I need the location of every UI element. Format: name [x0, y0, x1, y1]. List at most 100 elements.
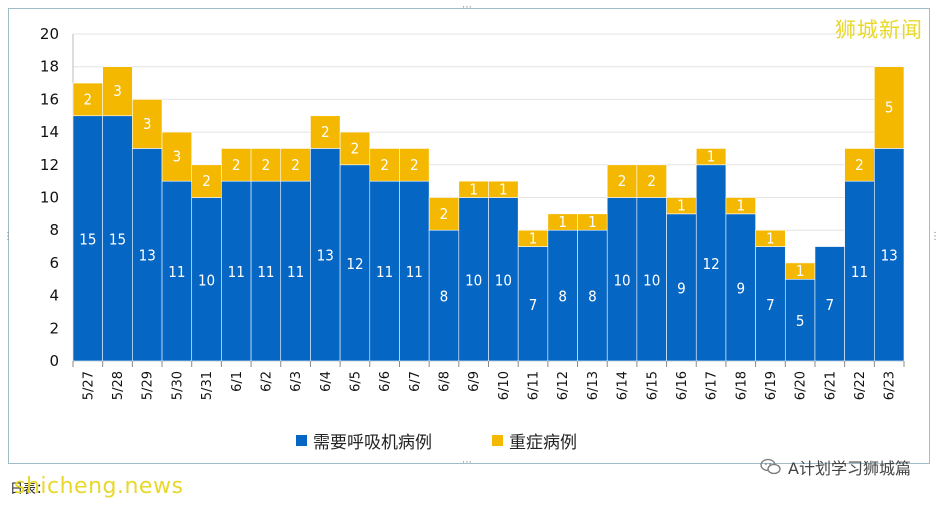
bar-severe [339, 131, 371, 166]
data-label-severe: 2 [351, 139, 360, 157]
bar-severe [755, 229, 786, 247]
x-tick-label: 6/23 [883, 371, 898, 400]
y-tick-label: 18 [40, 58, 59, 76]
data-label-ventilator: 8 [440, 288, 449, 306]
data-label-ventilator: 11 [406, 263, 423, 281]
data-label-ventilator: 9 [736, 279, 745, 297]
y-tick-label: 6 [49, 254, 59, 272]
data-label-severe: 2 [618, 172, 627, 190]
account-credit: A计划学习狮城篇 [760, 455, 911, 479]
site-watermark: shicheng.news [14, 474, 184, 499]
stacked-bar-chart: 024681012141618201525/271535/281335/2911… [40, 25, 905, 400]
data-label-ventilator: 13 [139, 247, 156, 265]
bar-ventilator [636, 197, 667, 362]
data-label-ventilator: 8 [558, 288, 567, 306]
x-tick-label: 6/15 [645, 371, 660, 400]
y-tick-label: 4 [49, 287, 59, 305]
resize-handle-top[interactable]: ⋯ [462, 2, 472, 13]
y-tick-label: 16 [40, 90, 59, 108]
bar-severe [132, 99, 163, 149]
data-label-ventilator: 10 [465, 271, 482, 289]
x-tick-label: 6/22 [853, 371, 868, 400]
y-tick-label: 8 [49, 221, 59, 239]
x-tick-label: 6/7 [408, 371, 423, 392]
y-tick-label: 2 [49, 319, 59, 337]
data-label-ventilator: 10 [613, 271, 630, 289]
data-label-severe: 2 [202, 172, 211, 190]
data-label-severe: 1 [558, 213, 567, 231]
bar-ventilator [606, 197, 638, 362]
data-label-severe: 1 [766, 229, 775, 247]
bar-ventilator [161, 180, 193, 362]
x-tick-label: 6/14 [616, 371, 631, 400]
bar-ventilator [369, 180, 400, 362]
data-label-severe: 3 [173, 148, 182, 166]
data-label-severe: 1 [588, 213, 597, 231]
data-label-severe: 1 [796, 262, 805, 280]
data-label-ventilator: 11 [228, 263, 245, 281]
data-label-ventilator: 8 [588, 288, 597, 306]
legend-label-ventilator: 需要呼吸机病例 [313, 433, 432, 453]
bar-severe [369, 148, 400, 182]
data-label-ventilator: 11 [376, 263, 393, 281]
resize-handle-right[interactable]: ⋮ [930, 231, 939, 242]
resize-handle-left[interactable]: ⋮ [3, 231, 13, 242]
bar-ventilator [577, 229, 608, 362]
x-tick-label: 6/5 [348, 371, 363, 392]
x-tick-label: 6/17 [705, 371, 720, 400]
bar-ventilator [488, 197, 519, 362]
bar-severe [488, 180, 519, 198]
x-tick-label: 6/16 [675, 371, 690, 400]
data-label-severe: 1 [677, 197, 686, 215]
data-label-ventilator: 11 [168, 263, 185, 281]
bar-ventilator [280, 180, 311, 362]
bar-ventilator [250, 180, 282, 362]
resize-handle-bottom[interactable]: ⋯ [462, 457, 472, 468]
x-tick-label: 6/8 [438, 371, 453, 392]
bar-ventilator [339, 164, 371, 362]
data-label-ventilator: 11 [851, 263, 868, 281]
data-label-severe: 1 [499, 180, 508, 198]
data-label-ventilator: 12 [346, 255, 363, 273]
x-tick-label: 5/27 [81, 371, 96, 400]
data-label-severe: 3 [113, 82, 122, 100]
data-label-severe: 2 [262, 156, 271, 174]
bar-severe [636, 164, 667, 198]
data-label-severe: 2 [380, 156, 389, 174]
data-label-ventilator: 10 [495, 271, 512, 289]
account-name: A计划学习狮城篇 [788, 459, 911, 478]
bar-ventilator [874, 148, 905, 362]
data-label-ventilator: 15 [109, 230, 126, 248]
data-label-ventilator: 10 [198, 271, 215, 289]
data-label-ventilator: 11 [287, 263, 304, 281]
data-label-ventilator: 7 [529, 296, 538, 314]
bar-ventilator [814, 246, 845, 362]
y-tick-label: 12 [40, 156, 59, 174]
bar-ventilator [310, 148, 341, 362]
x-tick-label: 5/31 [200, 371, 215, 400]
data-label-severe: 1 [707, 148, 716, 166]
legend: 需要呼吸机病例 重症病例 [296, 428, 577, 453]
x-tick-label: 6/11 [527, 371, 542, 400]
legend-swatch-severe [492, 435, 503, 446]
data-label-ventilator: 15 [79, 230, 96, 248]
data-label-severe: 2 [647, 172, 656, 190]
data-label-severe: 2 [84, 90, 93, 108]
bar-severe [874, 66, 905, 149]
data-label-ventilator: 10 [643, 271, 660, 289]
y-tick-label: 0 [49, 352, 59, 370]
legend-label-severe: 重症病例 [509, 433, 577, 453]
bar-severe [725, 197, 756, 215]
x-tick-label: 5/29 [141, 371, 156, 400]
data-label-ventilator: 12 [703, 255, 720, 273]
bar-severe [606, 164, 638, 198]
data-label-ventilator: 13 [317, 247, 334, 265]
x-tick-label: 6/3 [289, 371, 304, 392]
data-label-severe: 2 [291, 156, 300, 174]
bar-ventilator [666, 213, 697, 362]
data-label-severe: 1 [529, 229, 538, 247]
bar-severe [695, 148, 727, 166]
data-label-ventilator: 11 [257, 263, 274, 281]
data-label-severe: 2 [410, 156, 419, 174]
x-tick-label: 6/20 [794, 371, 809, 400]
